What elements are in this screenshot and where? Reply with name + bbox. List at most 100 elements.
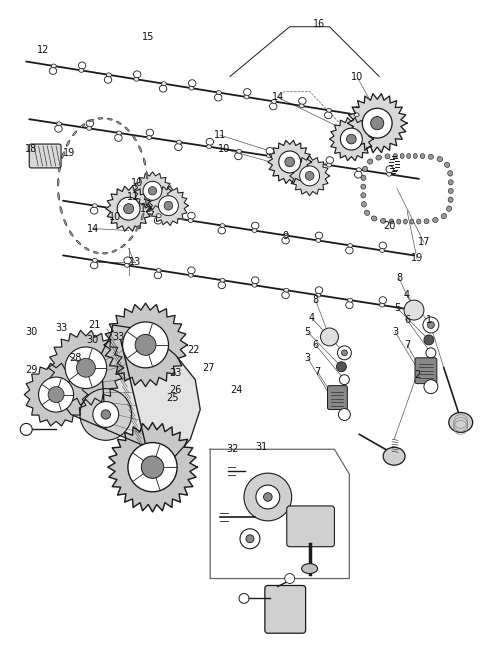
Ellipse shape	[295, 162, 302, 169]
Ellipse shape	[437, 156, 443, 162]
Text: 12: 12	[140, 204, 153, 214]
Ellipse shape	[361, 175, 366, 180]
Ellipse shape	[90, 262, 98, 269]
Ellipse shape	[220, 224, 225, 228]
Ellipse shape	[188, 267, 195, 274]
Ellipse shape	[129, 236, 133, 241]
Ellipse shape	[448, 171, 453, 176]
Ellipse shape	[269, 103, 277, 110]
Circle shape	[158, 196, 179, 215]
Ellipse shape	[124, 209, 129, 213]
Circle shape	[305, 171, 314, 180]
Ellipse shape	[379, 242, 386, 249]
Circle shape	[48, 387, 64, 402]
Ellipse shape	[297, 158, 301, 162]
FancyBboxPatch shape	[327, 386, 348, 410]
Ellipse shape	[141, 213, 144, 220]
Ellipse shape	[428, 154, 433, 159]
Text: 33: 33	[55, 323, 67, 333]
Ellipse shape	[400, 154, 404, 158]
Circle shape	[341, 350, 348, 356]
Ellipse shape	[432, 217, 438, 223]
Ellipse shape	[115, 134, 122, 141]
Ellipse shape	[243, 89, 251, 95]
Text: 8: 8	[396, 273, 402, 283]
Ellipse shape	[354, 113, 359, 117]
Ellipse shape	[89, 119, 94, 122]
Circle shape	[404, 300, 424, 320]
Ellipse shape	[60, 206, 62, 214]
Ellipse shape	[159, 85, 167, 92]
Text: 10: 10	[351, 73, 363, 82]
Text: 30: 30	[87, 335, 99, 345]
Text: 28: 28	[69, 353, 81, 363]
Circle shape	[20, 423, 32, 435]
Circle shape	[76, 358, 96, 377]
Text: 25: 25	[166, 393, 179, 402]
Ellipse shape	[282, 291, 289, 299]
Ellipse shape	[146, 129, 154, 136]
FancyBboxPatch shape	[287, 506, 335, 546]
Polygon shape	[268, 140, 312, 184]
Text: 17: 17	[418, 238, 430, 247]
Circle shape	[143, 181, 162, 201]
Text: 14: 14	[87, 223, 99, 234]
Ellipse shape	[132, 135, 136, 141]
Ellipse shape	[346, 247, 353, 254]
Ellipse shape	[117, 131, 121, 135]
Ellipse shape	[156, 269, 161, 272]
Ellipse shape	[324, 112, 332, 119]
Ellipse shape	[146, 186, 148, 193]
Ellipse shape	[215, 94, 222, 101]
Text: 1: 1	[426, 315, 432, 325]
Ellipse shape	[49, 67, 57, 75]
Text: 15: 15	[143, 32, 155, 42]
Text: 31: 31	[256, 442, 268, 452]
Ellipse shape	[58, 193, 60, 200]
Ellipse shape	[107, 118, 112, 120]
Text: 9: 9	[283, 230, 289, 241]
Text: 2: 2	[414, 370, 420, 380]
Ellipse shape	[299, 97, 306, 104]
Circle shape	[93, 402, 119, 428]
Ellipse shape	[385, 154, 390, 159]
Ellipse shape	[368, 159, 373, 164]
Circle shape	[65, 347, 107, 389]
Text: 16: 16	[313, 19, 325, 29]
Ellipse shape	[372, 216, 377, 221]
Text: 14: 14	[272, 92, 284, 103]
Ellipse shape	[206, 138, 214, 145]
Ellipse shape	[235, 153, 242, 160]
Ellipse shape	[139, 146, 142, 153]
Circle shape	[38, 377, 73, 412]
Circle shape	[164, 201, 173, 210]
Circle shape	[321, 328, 338, 346]
Ellipse shape	[386, 173, 392, 176]
Ellipse shape	[410, 219, 414, 224]
Ellipse shape	[147, 136, 152, 140]
Ellipse shape	[72, 131, 77, 136]
Circle shape	[285, 157, 295, 167]
Ellipse shape	[93, 258, 97, 262]
Circle shape	[423, 317, 439, 333]
Ellipse shape	[316, 239, 321, 243]
Ellipse shape	[134, 77, 139, 81]
Ellipse shape	[61, 152, 64, 158]
Circle shape	[362, 108, 392, 138]
Ellipse shape	[104, 77, 112, 83]
Ellipse shape	[156, 214, 161, 217]
Ellipse shape	[146, 171, 148, 179]
Ellipse shape	[389, 219, 394, 224]
Ellipse shape	[143, 158, 146, 165]
Circle shape	[148, 187, 156, 195]
Text: 19: 19	[411, 253, 423, 263]
Ellipse shape	[381, 218, 386, 223]
Ellipse shape	[177, 140, 181, 144]
Circle shape	[424, 335, 434, 345]
Circle shape	[424, 380, 438, 393]
Ellipse shape	[315, 287, 323, 294]
Ellipse shape	[284, 288, 289, 292]
Polygon shape	[108, 422, 197, 512]
Ellipse shape	[326, 108, 332, 112]
Ellipse shape	[252, 228, 257, 232]
